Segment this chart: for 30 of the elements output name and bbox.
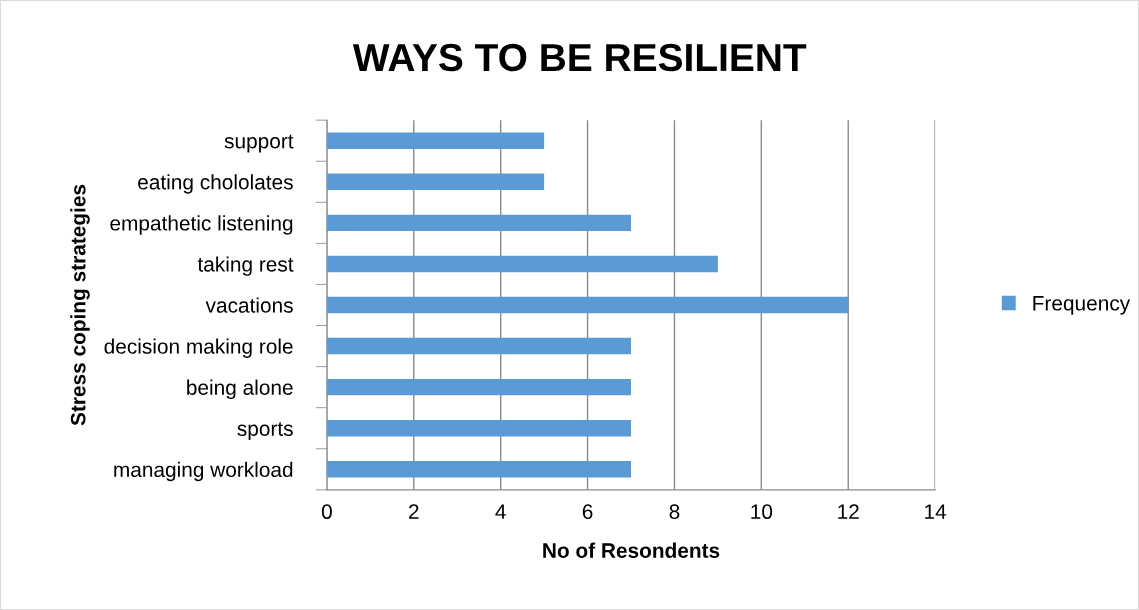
bar [326, 420, 632, 437]
y-tick-label: empathetic listening [110, 215, 293, 235]
bar [326, 132, 545, 149]
y-tick-label: vacations [205, 297, 293, 313]
legend-label: Frequency [1033, 296, 1131, 315]
y-axis-title: Stress coping strategies [70, 184, 90, 426]
y-tick-label: eating chololates [138, 174, 293, 194]
x-tick-label: 6 [582, 504, 593, 520]
x-tick-label: 14 [925, 504, 947, 519]
bar [326, 337, 632, 355]
y-tick-label: support [224, 134, 294, 153]
y-tick-label: being alone [187, 379, 293, 400]
y-tick-label: decision making role [104, 338, 293, 358]
chart-title: WAYS TO BE RESILIENT [352, 43, 807, 72]
bar [326, 173, 545, 190]
y-tick-label: sports [237, 422, 293, 441]
x-tick-label: 4 [495, 504, 506, 519]
x-tick-label: 10 [751, 504, 773, 520]
x-axis-title: No of Resondents [543, 542, 720, 558]
x-tick-label: 0 [321, 504, 332, 520]
x-tick-label: 2 [409, 504, 419, 519]
x-tick-label: 8 [669, 504, 680, 520]
x-tick-label: 12 [838, 504, 859, 519]
bar [326, 378, 632, 396]
bar [326, 255, 718, 273]
y-tick-label: taking rest [197, 256, 294, 276]
bar [326, 296, 849, 314]
y-tick-label: managing workload [114, 461, 293, 482]
bar [326, 214, 632, 232]
bar [326, 461, 632, 478]
